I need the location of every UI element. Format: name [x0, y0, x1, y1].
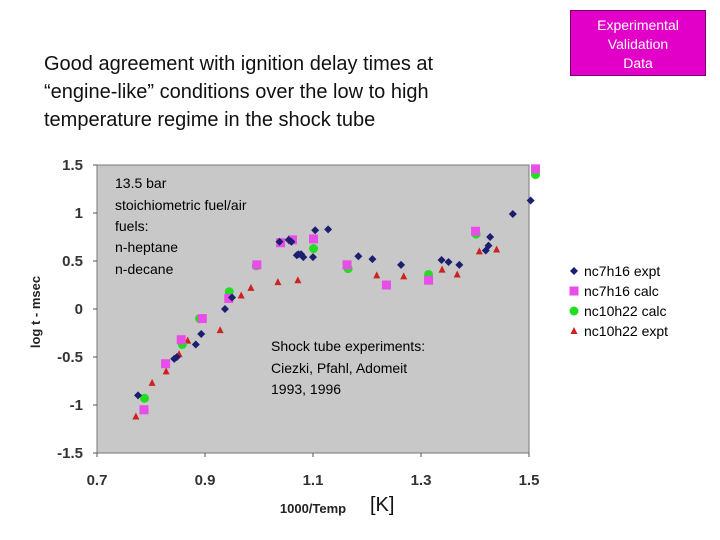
nc7h16-expt-point [484, 241, 493, 250]
nc10h22-expt-point [274, 278, 282, 286]
nc7h16-expt-point [354, 252, 363, 261]
conditions-note-line-1: 13.5 bar [115, 175, 167, 191]
nc7h16-calc-point [342, 260, 352, 270]
nc7h16-calc-point [224, 293, 234, 303]
nc7h16-calc-point [252, 260, 262, 270]
nc7h16-expt-point [134, 391, 143, 400]
nc10h22-expt-point [237, 291, 245, 299]
x-axis-label: 1000/Temp [280, 501, 346, 516]
nc7h16-expt-point [526, 196, 535, 205]
nc7h16-calc-point [381, 280, 391, 290]
legend [560, 262, 706, 350]
nc10h22-expt-point [294, 276, 302, 284]
nc7h16-expt-point [197, 329, 206, 338]
nc7h16-expt-point [191, 340, 200, 349]
nc7h16-expt-point [437, 256, 446, 265]
y-tick-label: 0 [75, 301, 83, 318]
x-tick-label: 1.1 [303, 472, 324, 489]
y-tick-label: 0.5 [62, 253, 83, 270]
nc7h16-expt-point [220, 305, 229, 313]
nc7h16-expt-point [455, 260, 464, 269]
nc7h16-calc-point [176, 335, 186, 345]
conditions-note-line-4: n-heptane [115, 239, 178, 255]
nc10h22-expt-point [400, 272, 408, 280]
legend-marker-nc10h22-calc [569, 306, 579, 316]
nc10h22-expt-point [453, 270, 461, 278]
nc7h16-calc-point [197, 314, 207, 324]
legend-entries: nc7h16 expt nc7h16 calc nc10h22 calc nc10h2… [569, 263, 668, 339]
nc7h16-expt-point [508, 209, 517, 218]
conditions-note-line-2: stoichiometric fuel/air [115, 197, 247, 213]
conditions-note-line-3: fuels: [115, 218, 148, 234]
nc10h22-calc-point [140, 393, 150, 403]
nc10h22-expt-point [475, 247, 483, 255]
nc7h16-expt-point [299, 253, 308, 262]
x-axis-ticks: 0.7 0.9 1.1 1.3 1.5 [87, 453, 540, 489]
y-tick-label: -1 [70, 397, 83, 414]
unit-label: [K] [370, 494, 395, 517]
nc10h22-expt-point [247, 283, 255, 291]
nc10h22-expt-point [373, 271, 381, 279]
headline-line-3: temperature regime in the shock tube [44, 109, 376, 131]
legend-marker-nc7h16-calc [569, 286, 579, 296]
x-tick-label: 1.5 [519, 472, 540, 489]
y-tick-label: 1.5 [62, 157, 83, 174]
nc7h16-expt-point [324, 225, 333, 234]
y-axis-label: log t - msec [28, 276, 43, 348]
nc7h16-calc-point [161, 359, 171, 369]
data-points [132, 164, 540, 420]
x-tick-label: 1.3 [411, 472, 432, 489]
nc10h22-calc-point [309, 244, 319, 254]
nc7h16-expt-point [486, 233, 495, 241]
nc10h22-expt-point [148, 378, 156, 386]
legend-label: nc7h16 expt [584, 263, 660, 279]
validation-badge: Experimental Validation Data [570, 10, 706, 76]
nc7h16-expt-point [311, 226, 320, 235]
legend-marker-nc7h16-expt [570, 267, 578, 275]
badge-line-2: Validation [607, 36, 669, 52]
conditions-note-line-5: n-decane [115, 261, 174, 277]
source-note-line-1: Shock tube experiments: [271, 338, 425, 354]
x-tick-label: 0.9 [195, 472, 216, 489]
nc7h16-calc-point [530, 164, 540, 174]
source-note: Shock tube experiments: Ciezki, Pfahl, A… [271, 338, 425, 397]
nc10h22-expt-point [438, 265, 446, 273]
nc10h22-expt-point [132, 412, 140, 420]
y-tick-label: -1.5 [57, 445, 83, 462]
nc7h16-calc-point [139, 405, 149, 415]
nc7h16-expt-point [397, 260, 406, 269]
nc10h22-expt-point [216, 326, 224, 334]
headline: Good agreement with ignition delay times… [44, 50, 544, 134]
legend-label: nc10h22 calc [584, 303, 667, 319]
nc7h16-expt-point [368, 255, 377, 264]
source-note-line-2: Ciezki, Pfahl, Adomeit [271, 360, 407, 376]
nc7h16-calc-point [309, 234, 319, 244]
x-tick-label: 0.7 [87, 472, 108, 489]
badge-line-1: Experimental [597, 17, 679, 33]
nc7h16-expt-point [309, 253, 317, 262]
legend-marker-nc10h22-expt [570, 327, 578, 334]
y-tick-label: -0.5 [57, 349, 83, 366]
legend-label: nc10h22 expt [584, 323, 668, 339]
source-note-line-3: 1993, 1996 [271, 381, 341, 397]
headline-line-2: “engine-like” conditions over the low to… [44, 81, 429, 103]
badge-line-3: Data [623, 55, 653, 71]
legend-label: nc7h16 calc [584, 283, 659, 299]
nc7h16-expt-point [444, 257, 453, 266]
conditions-note: 13.5 bar stoichiometric fuel/air fuels: … [115, 175, 247, 277]
nc10h22-expt-point [493, 245, 501, 253]
y-axis-ticks: 1.5 1 0.5 0 -0.5 -1 -1.5 [57, 157, 97, 462]
nc7h16-expt-point [287, 237, 296, 246]
nc7h16-expt-point [228, 293, 236, 302]
headline-line-1: Good agreement with ignition delay times… [44, 53, 434, 75]
nc7h16-expt-point [275, 237, 284, 246]
nc7h16-calc-point [471, 226, 481, 236]
nc7h16-calc-point [424, 275, 434, 285]
nc7h16-expt-point [172, 353, 181, 361]
plot-area [96, 164, 530, 454]
nc10h22-expt-point [162, 367, 170, 375]
y-tick-label: 1 [75, 205, 83, 222]
